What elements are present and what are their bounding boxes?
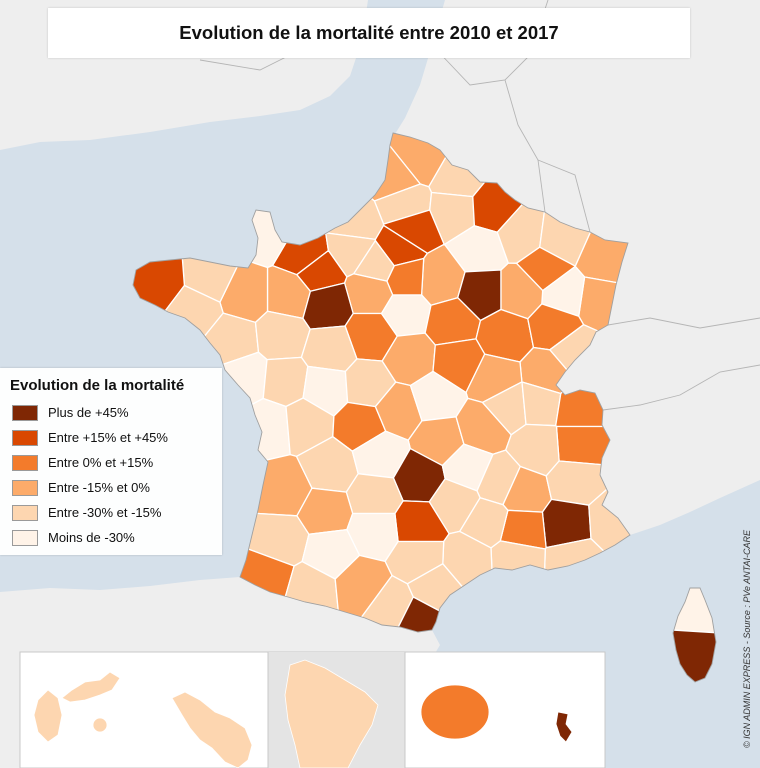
legend-label: Entre +15% et +45% [48, 430, 168, 445]
overseas-region-mayotte [555, 711, 573, 743]
legend-label: Entre 0% et +15% [48, 455, 154, 470]
department-region [345, 473, 404, 515]
legend-item: Entre +15% et +45% [12, 425, 222, 450]
legend-item: Entre -15% et 0% [12, 475, 222, 500]
legend-swatch [12, 529, 38, 546]
corsica-outline [672, 587, 717, 683]
overseas-region-guyane [284, 659, 379, 768]
legend-item: Plus de +45% [12, 400, 222, 425]
legend-swatch [12, 454, 38, 471]
legend-swatch [12, 504, 38, 521]
legend-label: Moins de -30% [48, 530, 135, 545]
legend-label: Entre -30% et -15% [48, 505, 162, 520]
title-box: Evolution de la mortalité entre 2010 et … [48, 8, 690, 58]
legend-title: Evolution de la mortalité [10, 377, 185, 394]
legend-label: Entre -15% et 0% [48, 480, 150, 495]
overseas-region-guadeloupe [33, 671, 121, 743]
country-border [602, 364, 760, 411]
department-region [254, 310, 311, 361]
legend-swatch [12, 429, 38, 446]
country-border [504, 79, 546, 213]
legend-item: Entre -30% et -15% [12, 500, 222, 525]
legend-item: Entre 0% et +15% [12, 450, 222, 475]
overseas-inset-panel [19, 651, 606, 768]
overseas-region-reunion [420, 684, 490, 740]
legend-item: Moins de -30% [12, 525, 222, 550]
legend-swatch [12, 479, 38, 496]
source-credit: © IGN ADMIN EXPRESS - Source : PVe ANTAI… [742, 529, 752, 748]
country-border [607, 317, 760, 329]
legend: Evolution de la mortalité Plus de +45% E… [0, 368, 222, 555]
legend-swatch [12, 404, 38, 421]
legend-label: Plus de +45% [48, 405, 129, 420]
overseas-region-martinique [171, 691, 253, 768]
country-border [537, 159, 591, 233]
france-outline [132, 132, 631, 633]
map-title: Evolution de la mortalité entre 2010 et … [179, 22, 559, 43]
